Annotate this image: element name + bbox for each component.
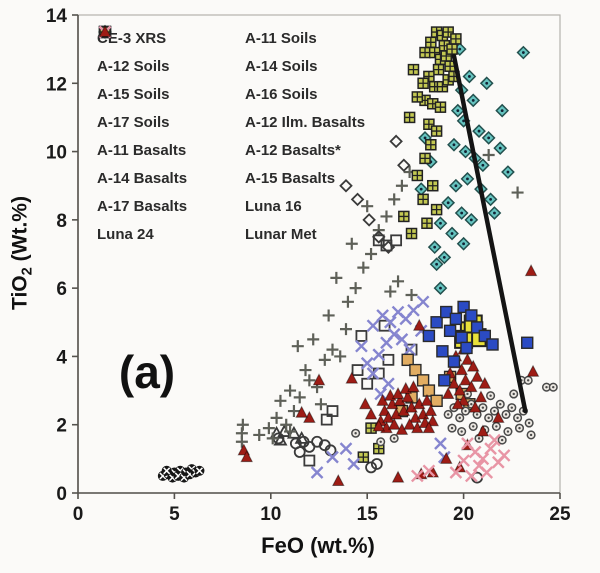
- x-tick-label: 5: [169, 504, 180, 525]
- series-a16_soils: [157, 464, 205, 483]
- x-axis-title: FeO (wt.%): [261, 533, 375, 558]
- legend-label-a15_soils: A-15 Soils: [97, 85, 170, 103]
- legend-item-luna24: Luna 24: [97, 25, 245, 248]
- legend-item-a12_basalts: A-12 Basalts*: [98, 25, 365, 164]
- y-axis-title-text: TiO: [8, 275, 32, 310]
- trend-line: [451, 53, 528, 414]
- y-axis-title: TiO2 (Wt.%): [8, 196, 35, 310]
- series-a11_basalts: [414, 42, 531, 296]
- series-a12_ilm: [422, 300, 534, 387]
- legend-item-ce3: CE-3 XRS: [97, 24, 245, 52]
- legend-label-a15_basalts: A-15 Basalts: [245, 169, 336, 187]
- legend-label-a12_soils: A-12 Soils: [97, 57, 170, 75]
- legend-label-a12_basalts: A-12 Basalts*: [245, 141, 341, 159]
- legend-item-a11_basalts: A-11 Basalts: [97, 25, 245, 164]
- legend-label-luna24: Luna 24: [97, 225, 154, 243]
- legend-item-a12_ilm: A-12 Ilm. Basalts: [98, 25, 366, 136]
- legend-item-lunar_met: Lunar Met: [98, 24, 365, 248]
- series-a12_soils: [303, 234, 418, 467]
- legend-item-a17_basalts: A-17 Basalts: [97, 26, 245, 220]
- legend-label-a17_basalts: A-17 Basalts: [97, 197, 188, 215]
- y-tick-label: 12: [46, 74, 67, 95]
- y-tick-label: 14: [46, 6, 68, 27]
- legend-item-a14_soils: A-14 Soils: [97, 24, 365, 80]
- legend-label-a14_basalts: A-14 Basalts: [97, 169, 188, 187]
- legend-label-a17_soils: A-17 Soils: [97, 113, 170, 131]
- legend-label-a14_soils: A-14 Soils: [245, 57, 318, 75]
- panel-label: (a): [118, 346, 176, 398]
- y-tick-label: 6: [56, 279, 67, 300]
- legend-item-a17_soils: A-17 Soils: [97, 26, 245, 136]
- x-tick-label: 20: [453, 504, 474, 525]
- legend-label-lunar_met: Lunar Met: [245, 225, 317, 243]
- y-tick-label: 10: [46, 143, 67, 164]
- legend-label-a16_soils: A-16 Soils: [245, 85, 318, 103]
- y-axis-title-subscript: 2: [19, 267, 36, 276]
- legend: CE-3 XRS A-11 Soils A-12 Soils A-14 Soils A-…: [97, 24, 365, 248]
- legend-item-a14_basalts: A-14 Basalts: [97, 24, 245, 192]
- legend-item-luna16: Luna 16: [98, 25, 365, 220]
- legend-label-a11_soils: A-11 Soils: [245, 29, 317, 47]
- legend-item-a15_basalts: A-15 Basalts: [100, 27, 365, 192]
- legend-item-a16_soils: A-16 Soils: [100, 27, 365, 108]
- x-tick-label: 15: [357, 504, 379, 525]
- series-a17_basalts: [357, 26, 462, 463]
- lunar_met-marker-icon: [98, 24, 112, 37]
- y-tick-label: 0: [56, 484, 67, 505]
- series-a17_soils: [235, 148, 524, 448]
- y-tick-label: 2: [56, 416, 67, 437]
- x-tick-label: 10: [260, 504, 281, 525]
- legend-item-a15_soils: A-15 Soils: [97, 26, 245, 108]
- series-luna24: [410, 433, 511, 483]
- x-tick-label: 0: [73, 504, 84, 525]
- legend-label-ce3: CE-3 XRS: [97, 29, 167, 47]
- legend-label-a11_basalts: A-11 Basalts: [97, 141, 187, 159]
- legend-item-a11_soils: A-11 Soils: [98, 24, 365, 52]
- y-axis-title-units: (Wt.%): [8, 196, 32, 268]
- series-luna16: [310, 295, 451, 479]
- y-tick-label: 8: [56, 211, 67, 232]
- y-tick-label: 4: [56, 347, 67, 368]
- legend-label-a12_ilm: A-12 Ilm. Basalts: [245, 113, 366, 131]
- legend-label-luna16: Luna 16: [245, 197, 302, 215]
- x-tick-label: 25: [549, 504, 571, 525]
- legend-item-a12_soils: A-12 Soils: [97, 26, 245, 80]
